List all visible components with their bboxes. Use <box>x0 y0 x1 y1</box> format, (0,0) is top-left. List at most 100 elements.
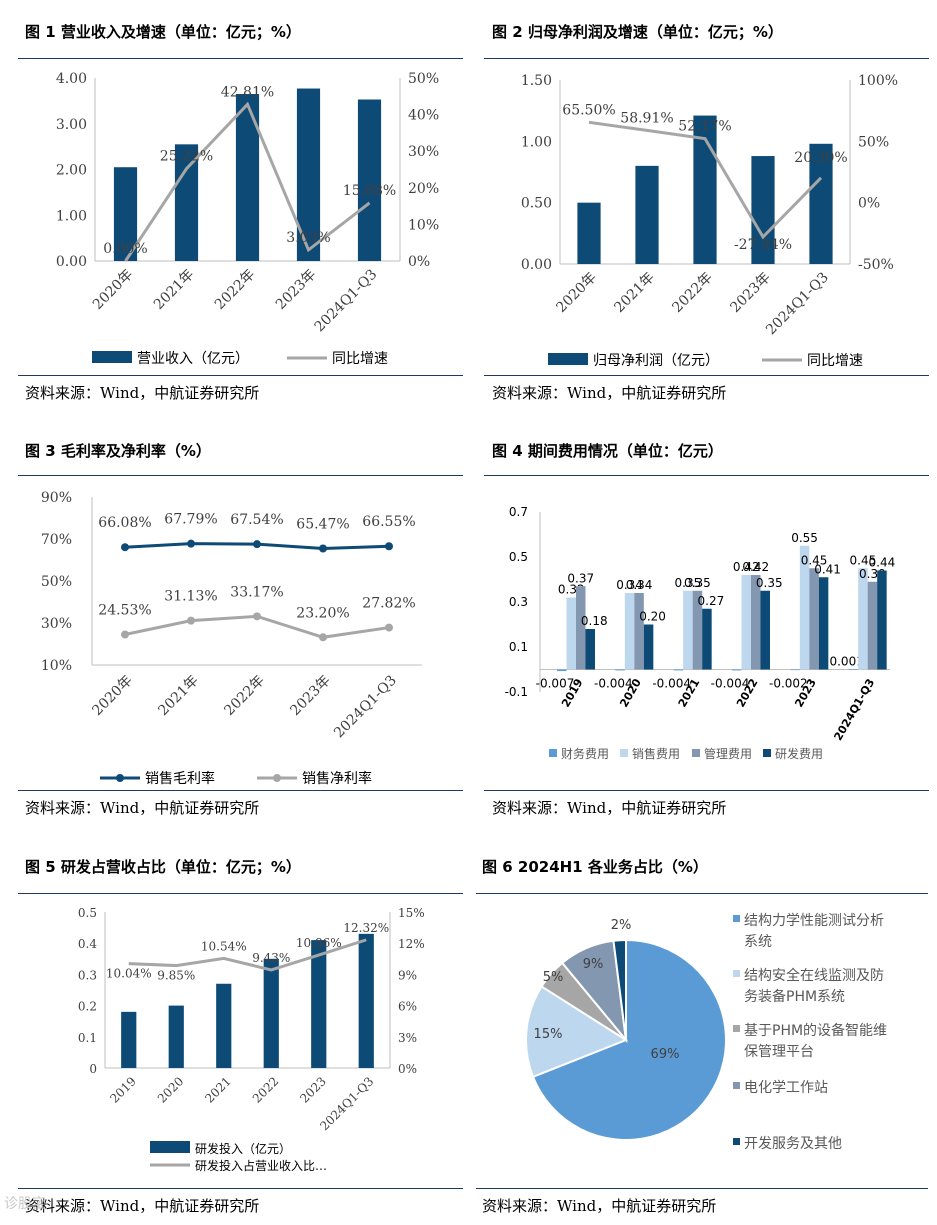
fig3-series-point <box>319 633 327 642</box>
fig4-bar <box>702 608 712 670</box>
fig5-data-label: 9.85% <box>157 969 195 983</box>
fig5-source: 资料来源：Wind，中航证券研究所 <box>25 1197 260 1215</box>
fig2-source: 资料来源：Wind，中航证券研究所 <box>492 384 727 402</box>
fig4-data-label: 0.34 <box>626 578 653 592</box>
fig1-left-tick: 2.00 <box>56 163 87 179</box>
fig1-legend-line-label: 同比增速 <box>332 351 388 367</box>
fig2-top-rule <box>484 58 929 59</box>
fig2-chart: 1.50 1.00 0.50 0.00 100% 50% 0% -50% 65.50% 58.91… <box>521 73 898 369</box>
fig2-data-label: 65.50% <box>562 102 615 118</box>
fig5-legend-bar-swatch <box>150 1141 190 1153</box>
fig3-legend-marker <box>273 774 281 782</box>
fig6-slice <box>525 985 629 1079</box>
fig2-left-tick: 1.00 <box>521 134 552 150</box>
fig4-top-rule <box>484 475 929 476</box>
fig1-bar <box>235 94 260 261</box>
fig5-right-tick: 6% <box>398 1000 417 1014</box>
fig4-bar <box>818 577 829 670</box>
fig5-bar <box>358 933 374 1068</box>
fig1-left-tick: 0.00 <box>56 254 87 270</box>
fig5-left-tick: 0.2 <box>78 1000 97 1014</box>
fig4-legend-label: 管理费用 <box>704 746 752 761</box>
fig5-legend-bar-label: 研发投入（亿元） <box>195 1141 291 1156</box>
fig4-data-label: -0.004 <box>652 677 691 691</box>
fig2-data-label: -27.94% <box>734 237 792 253</box>
fig2-right-tick: 0% <box>858 196 880 212</box>
fig3-series-point <box>121 543 129 552</box>
fig1-title: 图 1 营业收入及增速（单位：亿元；%） <box>25 23 301 41</box>
fig4-data-label: 0.18 <box>581 614 608 628</box>
fig3-series-point <box>319 544 327 553</box>
fig4-data-label: -0.004 <box>594 677 633 691</box>
fig4-data-label: 0.001 <box>829 655 863 669</box>
fig6-legend-label: 开发服务及其他 <box>744 1136 842 1152</box>
fig4-legend-label: 研发费用 <box>775 746 823 761</box>
fig4-bar <box>809 568 819 670</box>
fig5-data-label: 10.86% <box>296 936 342 950</box>
fig1-data-label: 15.88% <box>343 183 396 199</box>
fig1-category-label: 2020年 <box>90 267 136 313</box>
fig6-legend-label: 电化学工作站 <box>744 1080 828 1096</box>
fig1-right-tick: 0% <box>408 254 430 270</box>
fig1-left-tick: 3.00 <box>56 117 87 133</box>
fig6-slice <box>612 938 627 1041</box>
fig2-legend-line-label: 同比增速 <box>807 353 863 369</box>
fig3-category-label: 2022年 <box>221 673 267 719</box>
fig5-right-tick: 0% <box>398 1062 417 1076</box>
fig4-legend-label: 财务费用 <box>561 746 609 761</box>
fig6-slice <box>531 938 727 1141</box>
fig2-category-label: 2020年 <box>553 270 599 316</box>
fig2-growth-line <box>588 120 823 240</box>
fig4-data-label: 0.44 <box>869 556 896 570</box>
fig2-left-tick: 1.50 <box>521 73 552 89</box>
fig4-data-label: -0.007 <box>536 677 575 691</box>
fig2-legend-bar-swatch <box>548 353 588 365</box>
fig5-data-label: 9.43% <box>252 951 290 965</box>
fig5-bar <box>121 1011 137 1068</box>
fig1-left-tick: 1.00 <box>56 208 87 224</box>
fig4-bar <box>799 545 810 670</box>
fig4-bar <box>692 590 703 670</box>
fig2-category-label: 2021年 <box>611 270 657 316</box>
fig3-series-point <box>121 630 129 639</box>
fig3-y-tick: 50% <box>41 574 72 590</box>
fig5-category-label: 2022 <box>250 1074 281 1105</box>
fig2-data-label: 20.30% <box>794 150 847 166</box>
fig3-data-label: 65.47% <box>296 517 349 533</box>
fig1-data-label: 3.03% <box>286 230 330 246</box>
fig4-bar <box>732 669 742 671</box>
fig5-right-tick: 3% <box>398 1031 417 1045</box>
fig2-bar <box>577 202 601 264</box>
fig3-data-label: 23.20% <box>296 605 349 621</box>
fig1-legend-bar-swatch <box>92 351 132 363</box>
fig5-chart: 0.5 0.4 0.3 0.2 0.1 0 15% 12% 9% 6% 3% 0% 10.04% 9.85… <box>78 906 425 1173</box>
fig3-series-point <box>187 539 195 548</box>
fig3-bottom-rule <box>18 790 463 791</box>
fig6-top-rule <box>476 893 928 894</box>
fig4-bar <box>643 624 654 670</box>
fig5-left-tick: 0.3 <box>78 968 97 982</box>
fig4-data-label: 0.45 <box>850 553 877 567</box>
fig3-data-label: 66.55% <box>362 514 415 530</box>
fig1-right-tick: 40% <box>408 108 439 124</box>
fig3-title: 图 3 毛利率及净利率（%） <box>25 442 211 460</box>
fig4-bar <box>848 669 859 670</box>
fig5-left-tick: 0 <box>89 1062 97 1076</box>
fig4-y-tick: 0.7 <box>509 505 528 519</box>
fig2-bar <box>751 156 775 264</box>
fig4-data-label: 0.34 <box>616 578 643 592</box>
fig4-data-label: -0.004 <box>711 677 750 691</box>
fig4-bar <box>673 669 684 671</box>
fig5-category-label: 2019 <box>107 1074 138 1105</box>
fig1-legend-bar-label: 营业收入（亿元） <box>137 351 249 367</box>
fig3-category-label: 2023年 <box>287 673 333 719</box>
fig1-right-tick: 30% <box>408 144 439 160</box>
fig5-legend-line-label: 研发投入占营业收入比… <box>195 1158 327 1173</box>
fig6-slice-label: 2% <box>611 918 632 933</box>
fig5-left-tick: 0.4 <box>78 937 97 951</box>
fig4-bar <box>576 586 586 670</box>
fig3-y-tick: 90% <box>41 490 72 506</box>
fig3-source: 资料来源：Wind，中航证券研究所 <box>25 799 260 817</box>
fig1-category-label: 2021年 <box>151 267 197 313</box>
fig5-growth-line <box>128 938 367 972</box>
